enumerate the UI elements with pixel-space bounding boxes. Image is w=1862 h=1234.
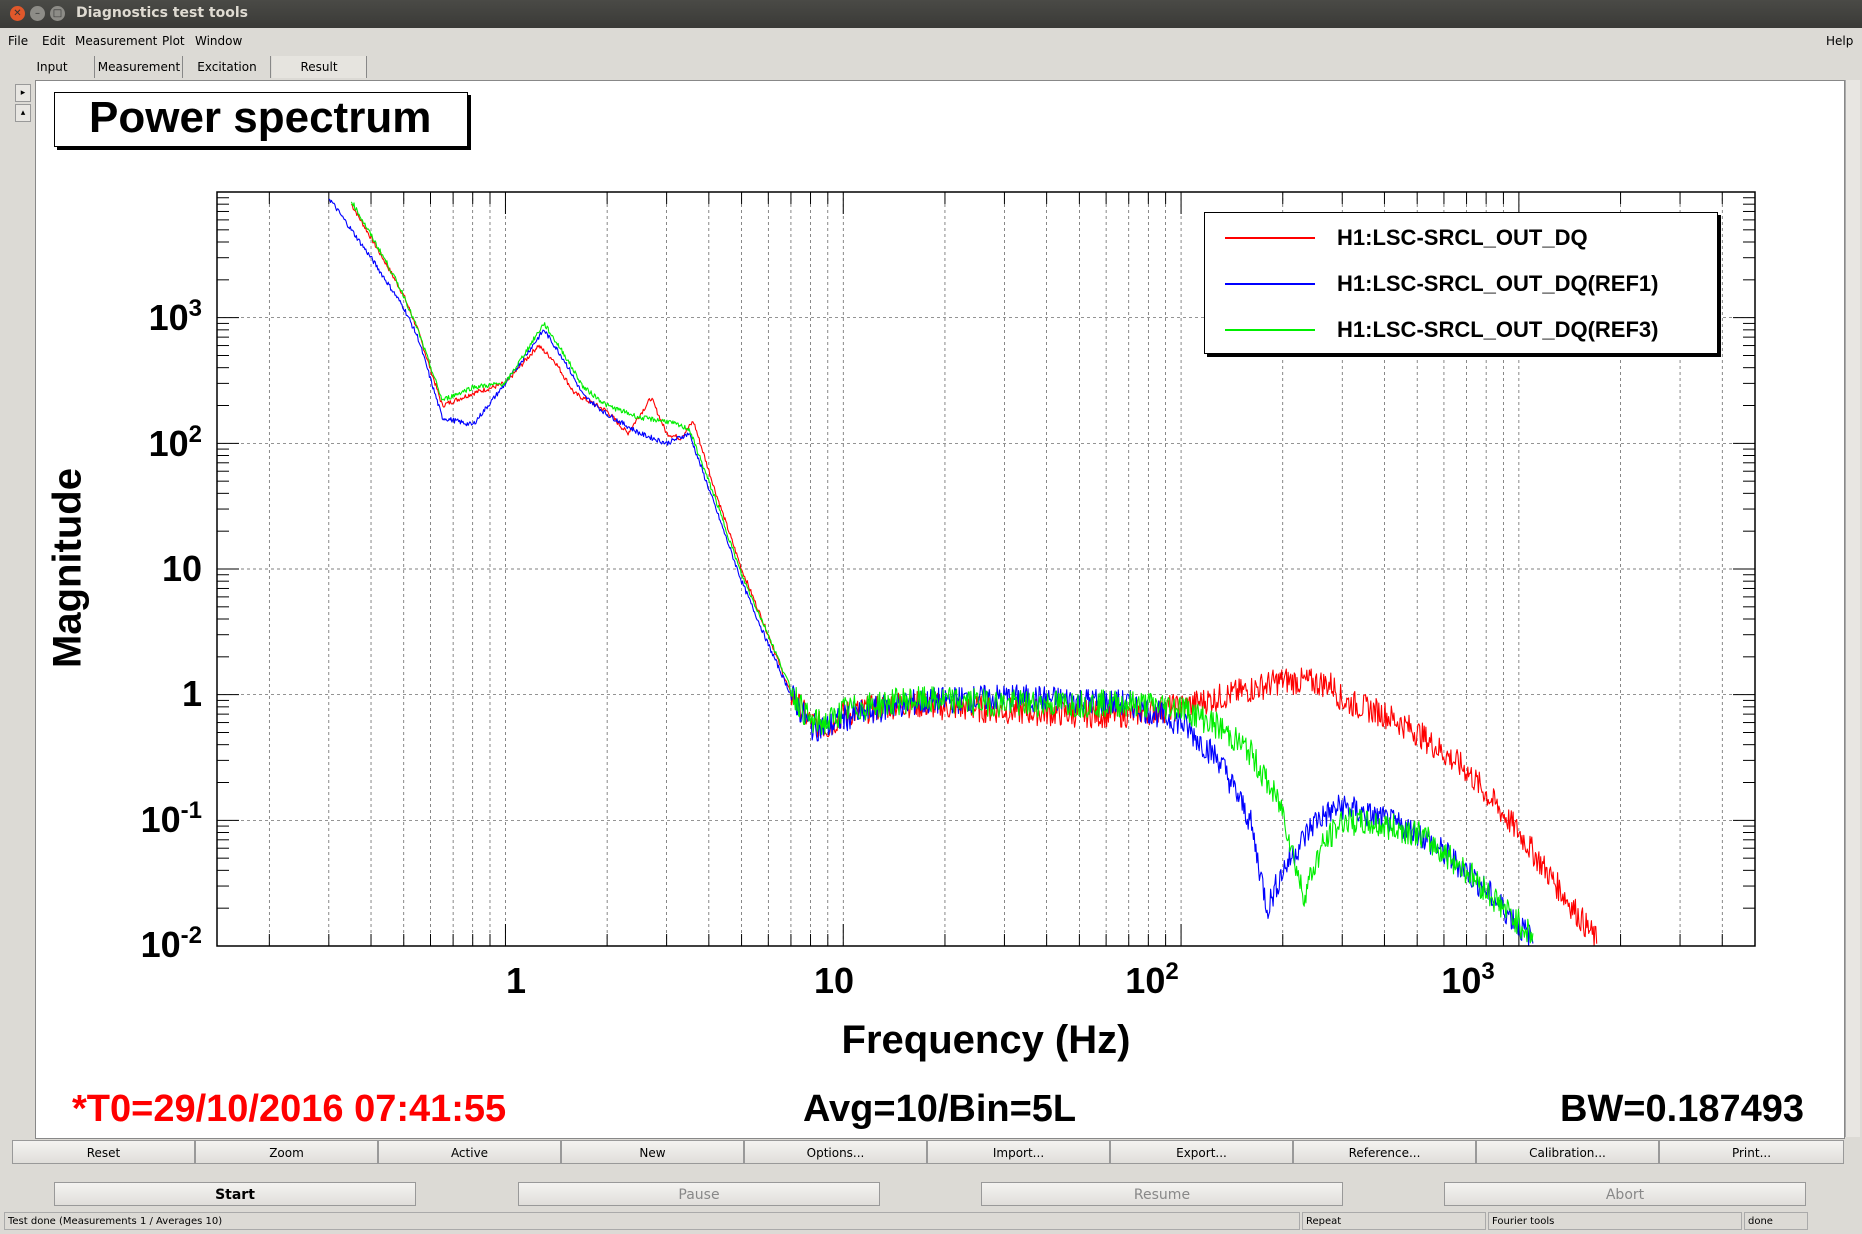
export-button[interactable]: Export... — [1110, 1140, 1293, 1164]
maximize-icon[interactable]: □ — [50, 6, 65, 21]
calibration-button[interactable]: Calibration... — [1476, 1140, 1659, 1164]
reference-button[interactable]: Reference... — [1293, 1140, 1476, 1164]
legend-label: H1:LSC-SRCL_OUT_DQ(REF1) — [1337, 271, 1659, 296]
status-tool: Fourier tools — [1488, 1212, 1742, 1230]
new-button[interactable]: New — [561, 1140, 744, 1164]
legend-entry: H1:LSC-SRCL_OUT_DQ(REF1) — [1225, 269, 1705, 299]
title-bar: ✕ – □ Diagnostics test tools — [0, 0, 1862, 28]
menu-window[interactable]: Window — [195, 34, 243, 48]
minimize-icon[interactable]: – — [30, 6, 45, 21]
y-axis-label: Magnitude — [45, 468, 90, 668]
zoom-button[interactable]: Zoom — [195, 1140, 378, 1164]
x-tick-label: 10 — [813, 960, 855, 1001]
legend-entry: H1:LSC-SRCL_OUT_DQ — [1225, 223, 1705, 253]
x-tick-label: 1 — [505, 960, 527, 1001]
menu-edit[interactable]: Edit — [42, 34, 66, 48]
import-button[interactable]: Import... — [927, 1140, 1110, 1164]
start-button[interactable]: Start — [54, 1182, 416, 1206]
reset-button[interactable]: Reset — [12, 1140, 195, 1164]
tab-excitation[interactable]: Excitation — [184, 56, 271, 78]
window-title: Diagnostics test tools — [76, 5, 248, 21]
menu-measurement[interactable]: Measurement — [75, 34, 158, 48]
y-tick-label: 10-1 — [140, 797, 202, 841]
legend-swatch — [1225, 283, 1315, 285]
menu-bar: File Edit Measurement Plot Window Help — [0, 30, 1862, 52]
legend-label: H1:LSC-SRCL_OUT_DQ — [1337, 225, 1588, 250]
x-axis-label: Frequency (Hz) — [841, 1018, 1131, 1062]
status-state: done — [1744, 1212, 1808, 1230]
tab-scroll-right-icon[interactable]: ▸ — [15, 84, 31, 102]
menu-help[interactable]: Help — [1826, 34, 1854, 48]
tab-result[interactable]: Result — [272, 56, 367, 78]
legend-swatch — [1225, 237, 1315, 239]
resume-button[interactable]: Resume — [981, 1182, 1343, 1206]
x-tick-label: 102 — [1125, 958, 1179, 1002]
plot-title: Power spectrum — [54, 92, 468, 147]
legend-label: H1:LSC-SRCL_OUT_DQ(REF3) — [1337, 317, 1659, 342]
status-message: Test done (Measurements 1 / Averages 10) — [4, 1212, 1300, 1230]
y-tick-label: 10 — [161, 548, 202, 589]
t0-timestamp: *T0=29/10/2016 07:41:55 — [72, 1088, 507, 1130]
avg-bin-info: Avg=10/Bin=5L — [803, 1088, 1077, 1130]
legend-swatch — [1225, 329, 1315, 331]
y-tick-label: 102 — [148, 421, 202, 465]
y-tick-label: 10-2 — [140, 922, 202, 966]
pause-button[interactable]: Pause — [518, 1182, 880, 1206]
options-button[interactable]: Options... — [744, 1140, 927, 1164]
close-icon[interactable]: ✕ — [10, 6, 25, 21]
status-repeat: Repeat — [1302, 1212, 1486, 1230]
x-tick-label: 103 — [1441, 958, 1495, 1002]
y-tick-label: 1 — [181, 673, 202, 714]
print-button[interactable]: Print... — [1659, 1140, 1844, 1164]
plot-toolbar: Reset Zoom Active New Options... Import.… — [12, 1140, 1844, 1166]
menu-plot[interactable]: Plot — [162, 34, 185, 48]
tab-scroll-up-icon[interactable]: ▴ — [15, 104, 31, 122]
legend[interactable]: H1:LSC-SRCL_OUT_DQ H1:LSC-SRCL_OUT_DQ(RE… — [1204, 212, 1718, 354]
legend-entry: H1:LSC-SRCL_OUT_DQ(REF3) — [1225, 315, 1705, 345]
menu-file[interactable]: File — [8, 34, 29, 48]
active-button[interactable]: Active — [378, 1140, 561, 1164]
vertical-scrollbar[interactable] — [1845, 80, 1860, 1137]
abort-button[interactable]: Abort — [1444, 1182, 1806, 1206]
bandwidth-info: BW=0.187493 — [1560, 1088, 1804, 1130]
tab-measurement[interactable]: Measurement — [96, 56, 183, 78]
tab-input[interactable]: Input — [10, 56, 95, 78]
y-tick-label: 103 — [148, 295, 202, 339]
